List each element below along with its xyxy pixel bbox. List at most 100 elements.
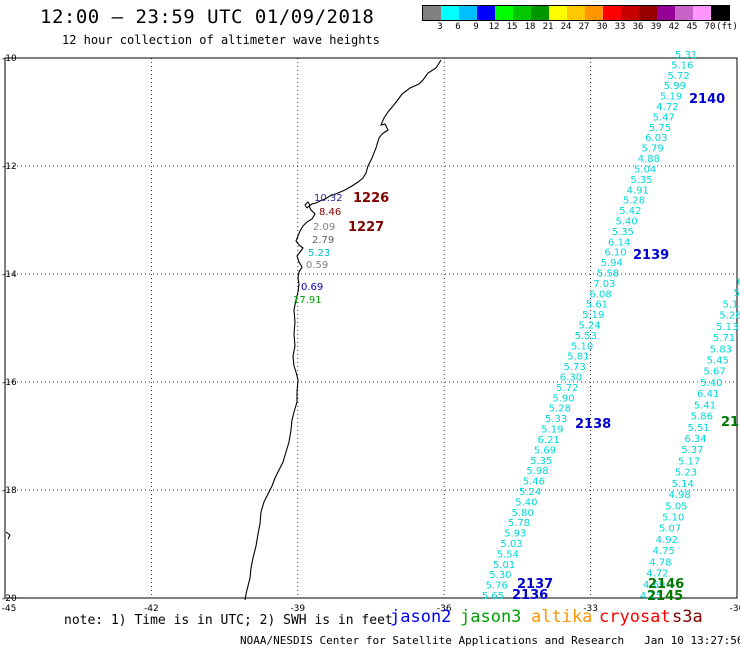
satellite-altika: altika [531, 607, 593, 627]
pass-number-label: 2146 [648, 577, 684, 592]
legend-label: 27 [578, 22, 590, 32]
legend-swatch [693, 6, 711, 20]
swh-value: 4.72 [646, 569, 668, 580]
swh-value: 5.10 [571, 341, 593, 352]
legend-label: 33 [614, 22, 626, 32]
x-tick-label: -42 [144, 604, 159, 614]
page-title: 12:00 — 23:59 UTC 01/09/2018 [40, 6, 375, 28]
legend-swatch [531, 6, 549, 20]
swh-value: 5.93 [504, 529, 526, 540]
y-tick-label: -18 [2, 486, 17, 496]
y-tick-label: -20 [2, 594, 17, 604]
swh-value: 6.34 [684, 434, 706, 445]
swh-value: 5.42 [619, 206, 641, 217]
footer: NOAA/NESDIS Center for Satellite Applica… [240, 634, 740, 647]
swh-value: 5.58 [597, 268, 619, 279]
pass-number-label: 2140 [689, 92, 725, 107]
legend-swatch [585, 6, 603, 20]
legend-label: 6 [455, 22, 461, 32]
coastline [244, 59, 442, 601]
legend-swatch [495, 6, 513, 20]
swh-value: 7.03 [593, 279, 615, 290]
x-tick-label: -39 [290, 604, 305, 614]
swh-value: 4.91 [627, 185, 649, 196]
swh-value: 5.99 [664, 81, 686, 92]
swh-value: 5.19 [541, 425, 563, 436]
legend-swatch [513, 6, 531, 20]
swh-value: 5.05 [665, 501, 687, 512]
coastal-swh-value: 2.79 [312, 235, 334, 246]
y-tick-label: -10 [2, 54, 17, 64]
x-tick-label: -45 [2, 604, 17, 614]
swh-value: 5.65 [482, 591, 504, 602]
swh-value: 4.88 [638, 154, 660, 165]
swh-value: 5.28 [623, 196, 645, 207]
swh-value: 5.45 [707, 356, 729, 367]
swh-value: 4.72 [656, 102, 678, 113]
legend-label: 9 [473, 22, 479, 32]
swh-value: 5.61 [586, 300, 608, 311]
swh-value: 5.53 [575, 331, 597, 342]
coastal-swh-value: 17.91 [293, 295, 322, 306]
swh-value: 5.14 [672, 479, 694, 490]
pass-number-label: 2145 [647, 589, 683, 604]
swh-value: 6 [737, 277, 740, 288]
x-tick-label: -30 [730, 604, 740, 614]
swh-value: 4.92 [656, 535, 678, 546]
altimeter-tracks: 5.315.165.725.995.194.725.475.756.035.79… [482, 50, 740, 602]
swh-value: 5.54 [497, 549, 519, 560]
legend-swatch [621, 6, 639, 20]
swh-value: 6.10 [604, 248, 626, 259]
swh-value: 5.98 [526, 466, 548, 477]
swh-value: 5.81 [567, 352, 589, 363]
swh-value: 5.10 [662, 513, 684, 524]
pass-number-label: 21 [721, 415, 739, 430]
satellite-jason2: jason2 [390, 607, 452, 627]
swh-value: 5.19 [582, 310, 604, 321]
swh-value: 5 [734, 288, 740, 299]
swh-value: 5.46 [523, 477, 545, 488]
swh-value: 5.75 [649, 123, 671, 134]
swh-value: 5.47 [653, 112, 675, 123]
legend-label: (ft) [716, 22, 738, 32]
swh-value: 5.51 [688, 423, 710, 434]
swh-value: 5.19 [660, 92, 682, 103]
swh-value: 5.40 [515, 497, 537, 508]
swh-value: 5.94 [601, 258, 623, 269]
legend-swatch [675, 6, 693, 20]
swh-value: 5.07 [659, 524, 681, 535]
coastal-swh-value: 0.59 [306, 260, 328, 271]
map-grid [4, 57, 738, 599]
swh-value: 6.41 [697, 389, 719, 400]
legend-label: 45 [686, 22, 698, 32]
coastline-islet [5, 201, 311, 540]
coastal-swh-value: 0.69 [301, 282, 323, 293]
axis-labels: -45 -42 -39 -36 -33 -30 -10 -12 -14 -16 -18 -20 [2, 54, 740, 614]
swh-value: 5.72 [556, 383, 578, 394]
swh-value: 4.75 [653, 546, 675, 557]
legend-swatch [603, 6, 621, 20]
coastal-swh-value: 2.09 [313, 222, 335, 233]
legend-label: 12 [488, 22, 500, 32]
swh-value: 5.79 [641, 144, 663, 155]
y-tick-label: -12 [2, 162, 17, 172]
y-tick-label: -16 [2, 378, 17, 388]
legend-swatch [441, 6, 459, 20]
legend-label: 21 [542, 22, 554, 32]
swh-value: 5.13 [716, 322, 738, 333]
swh-value: 5.83 [710, 344, 732, 355]
coastal-swh-value: 8.46 [319, 207, 341, 218]
legend-label: 24 [560, 22, 572, 32]
swh-value: 5.33 [545, 414, 567, 425]
swh-value: 5.35 [612, 227, 634, 238]
swh-value: 5.17 [678, 456, 700, 467]
swh-value: 4.75 [640, 591, 662, 602]
swh-value: 5.78 [508, 518, 530, 529]
legend-label: 15 [506, 22, 518, 32]
swh-value: 5.35 [630, 175, 652, 186]
swh-value: 5.40 [700, 378, 722, 389]
legend-swatch [477, 6, 495, 20]
legend-swatch [423, 6, 441, 20]
swh-value: 5.16 [671, 60, 693, 71]
